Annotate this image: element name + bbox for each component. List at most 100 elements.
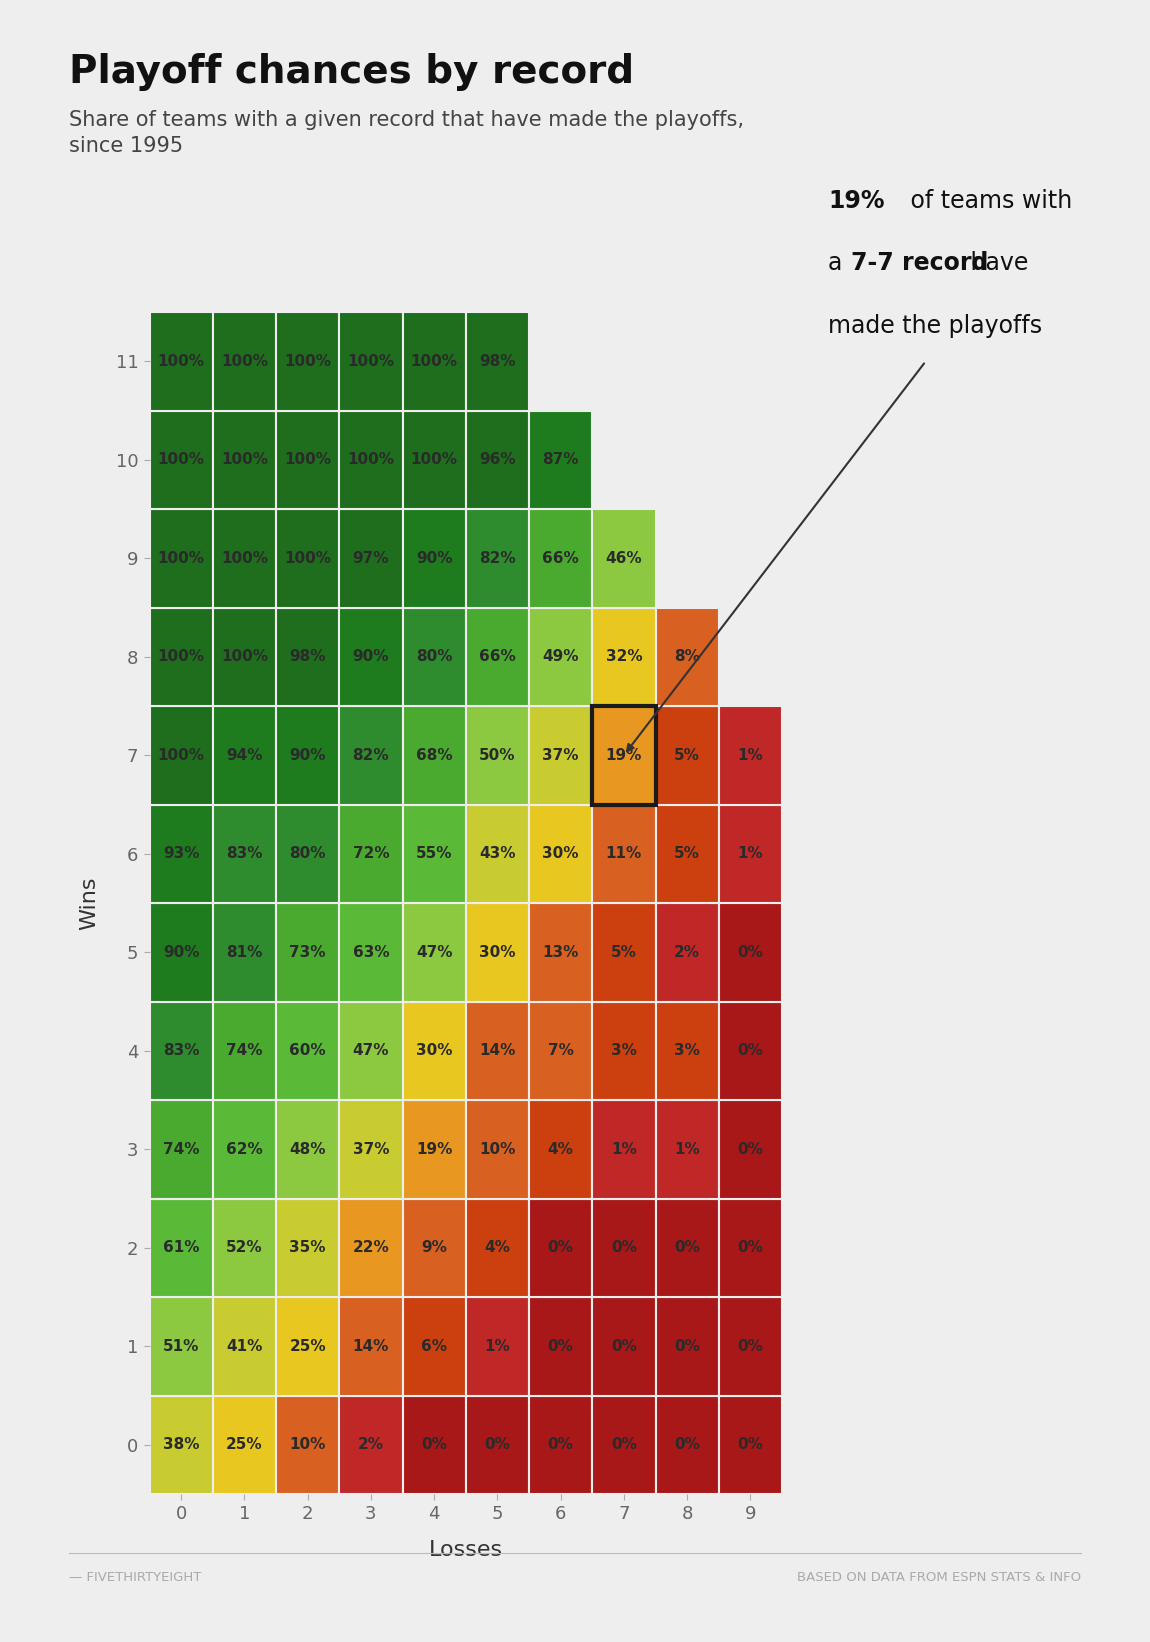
Bar [213,1002,276,1100]
Bar [656,1199,719,1297]
Bar [719,1100,782,1199]
Bar [592,608,655,706]
Bar [719,903,782,1002]
Bar [529,410,592,509]
Text: 100%: 100% [158,649,205,665]
Bar [719,1297,782,1396]
Text: 0%: 0% [737,1240,764,1256]
Text: 25%: 25% [227,1437,262,1453]
Bar [150,410,213,509]
Text: 100%: 100% [411,452,458,468]
Text: 5%: 5% [674,846,700,862]
Bar [656,805,719,903]
Text: 55%: 55% [416,846,452,862]
Text: 2%: 2% [674,944,700,961]
Bar [466,706,529,805]
Bar [150,1100,213,1199]
Bar [339,1002,402,1100]
Bar [592,1002,655,1100]
Text: 82%: 82% [480,550,515,566]
Bar [150,312,213,410]
Text: 0%: 0% [737,944,764,961]
Text: 100%: 100% [284,550,331,566]
Bar [339,312,402,410]
Text: 90%: 90% [353,649,389,665]
Bar [213,1396,276,1494]
Bar [402,903,466,1002]
Bar [529,1199,592,1297]
Text: 1%: 1% [611,1141,637,1158]
Bar [150,706,213,805]
Bar [150,805,213,903]
Bar [276,608,339,706]
Text: 13%: 13% [543,944,578,961]
Bar [592,706,655,805]
Bar [466,903,529,1002]
Bar [466,312,529,410]
Text: 66%: 66% [480,649,515,665]
Bar [592,903,655,1002]
Bar [656,1100,719,1199]
Text: 19%: 19% [606,747,642,764]
Text: 0%: 0% [674,1240,700,1256]
Bar [402,1100,466,1199]
Text: 66%: 66% [543,550,578,566]
Bar [276,1002,339,1100]
Text: 52%: 52% [227,1240,262,1256]
Bar [276,410,339,509]
Text: 0%: 0% [547,1437,574,1453]
Text: 0%: 0% [674,1437,700,1453]
Bar [592,1396,655,1494]
Text: 0%: 0% [611,1240,637,1256]
Text: 97%: 97% [353,550,389,566]
Text: — FIVETHIRTYEIGHT: — FIVETHIRTYEIGHT [69,1571,201,1585]
Bar [719,706,782,805]
Bar [529,805,592,903]
Text: 32%: 32% [606,649,642,665]
Text: 100%: 100% [284,452,331,468]
Bar [213,608,276,706]
Text: 8%: 8% [674,649,700,665]
Text: 100%: 100% [158,452,205,468]
Bar [150,903,213,1002]
Text: 100%: 100% [221,452,268,468]
Bar [276,805,339,903]
Text: 0%: 0% [611,1437,637,1453]
Bar [656,903,719,1002]
Bar [339,805,402,903]
Bar [276,903,339,1002]
Bar [402,706,466,805]
Bar [402,1297,466,1396]
Text: 94%: 94% [227,747,262,764]
Bar [213,706,276,805]
Text: 7%: 7% [547,1043,574,1059]
Text: 100%: 100% [347,452,394,468]
Bar [466,410,529,509]
Text: 7-7 record: 7-7 record [851,251,988,276]
Bar [150,608,213,706]
Text: 30%: 30% [416,1043,452,1059]
Bar [529,608,592,706]
Text: 0%: 0% [674,1338,700,1355]
Bar [213,903,276,1002]
Text: 51%: 51% [163,1338,199,1355]
Text: made the playoffs: made the playoffs [828,314,1042,338]
Bar [213,1100,276,1199]
Text: 10%: 10% [290,1437,325,1453]
Text: 100%: 100% [221,649,268,665]
Text: 1%: 1% [737,846,764,862]
Text: 81%: 81% [227,944,262,961]
Bar [592,1100,655,1199]
Bar [276,706,339,805]
Text: 100%: 100% [221,550,268,566]
Text: 30%: 30% [480,944,515,961]
Bar [150,1002,213,1100]
Bar [592,706,655,805]
Bar [339,608,402,706]
Text: 43%: 43% [480,846,515,862]
Bar [276,1199,339,1297]
Text: 80%: 80% [416,649,452,665]
Bar [466,608,529,706]
Bar [339,509,402,608]
Bar [213,312,276,410]
